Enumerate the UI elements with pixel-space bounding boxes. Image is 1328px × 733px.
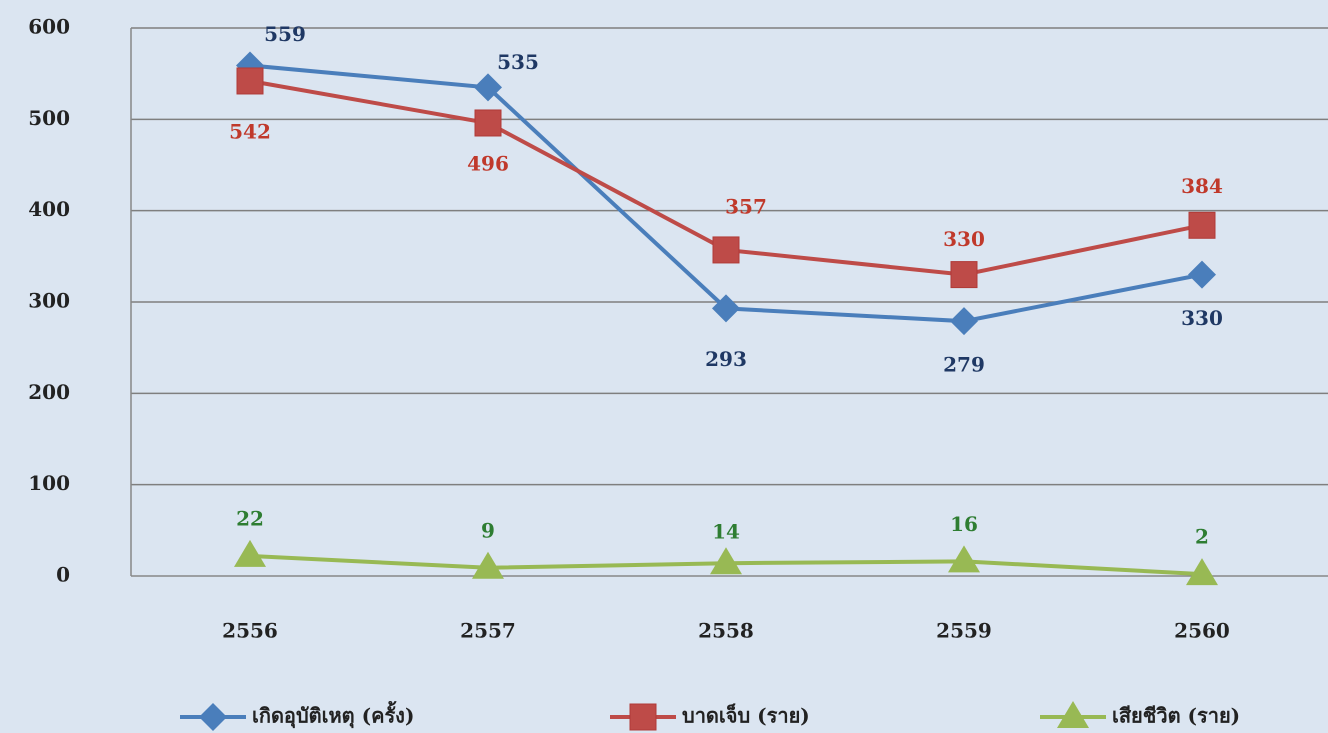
marker-diamond — [712, 294, 740, 323]
data-label: 535 — [497, 50, 539, 74]
data-label: 9 — [481, 518, 495, 542]
data-label: 496 — [467, 151, 509, 175]
data-label: 293 — [705, 347, 747, 371]
marker-square — [1188, 211, 1216, 239]
y-tick-label: 300 — [28, 289, 70, 313]
data-label: 542 — [229, 119, 271, 143]
y-tick-label: 200 — [28, 380, 70, 404]
marker-diamond — [950, 307, 978, 336]
marker-triangle — [710, 547, 742, 575]
x-tick-label: 2560 — [1174, 619, 1230, 643]
legend-label: บาดเจ็บ (ราย) — [682, 703, 810, 728]
marker-triangle — [234, 539, 266, 567]
data-label: 16 — [950, 512, 978, 536]
marker-square — [950, 261, 978, 289]
legend-label: เกิดอุบัติเหตุ (ครั้ง) — [252, 701, 414, 729]
x-tick-label: 2556 — [222, 619, 278, 643]
marker-triangle — [1057, 701, 1089, 728]
marker-diamond — [1188, 260, 1216, 289]
x-tick-label: 2558 — [698, 619, 754, 643]
data-label: 559 — [264, 22, 306, 46]
data-label: 22 — [236, 506, 264, 530]
x-tick-label: 2559 — [936, 619, 992, 643]
data-label: 330 — [943, 227, 985, 251]
marker-square — [474, 109, 502, 137]
y-tick-label: 400 — [28, 197, 70, 221]
data-label: 279 — [943, 353, 985, 377]
marker-triangle — [1186, 558, 1218, 586]
data-label: 2 — [1195, 525, 1209, 549]
marker-square — [712, 236, 740, 264]
marker-triangle — [472, 551, 504, 579]
data-label: 14 — [712, 520, 740, 544]
marker-square — [236, 67, 264, 95]
marker-diamond — [199, 703, 227, 731]
y-tick-label: 500 — [28, 106, 70, 130]
y-tick-label: 100 — [28, 471, 70, 495]
y-tick-label: 0 — [56, 563, 70, 587]
legend-label: เสียชีวิต (ราย) — [1112, 704, 1240, 728]
data-label: 384 — [1181, 174, 1223, 198]
marker-triangle — [948, 545, 980, 573]
marker-diamond — [474, 73, 502, 102]
data-label: 330 — [1181, 306, 1223, 330]
x-tick-label: 2557 — [460, 619, 516, 643]
marker-square — [629, 703, 657, 731]
y-tick-label: 600 — [28, 15, 70, 39]
data-label: 357 — [725, 194, 767, 218]
